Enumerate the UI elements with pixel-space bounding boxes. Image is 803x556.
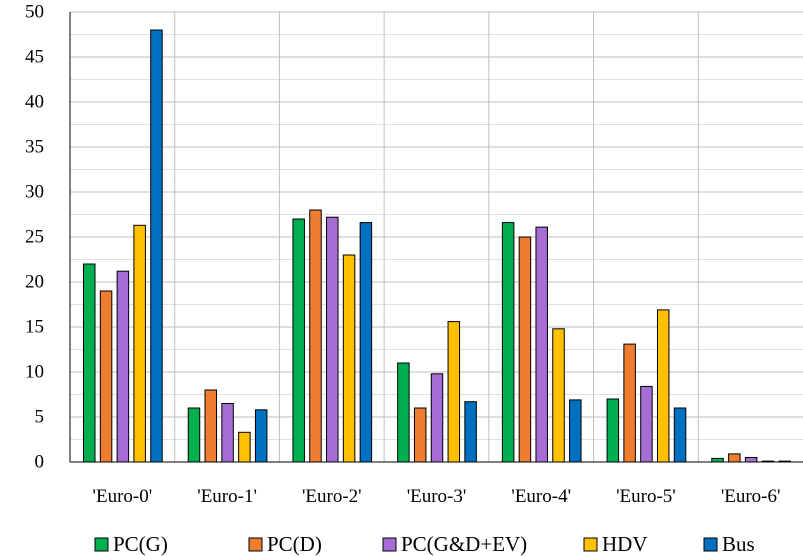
bar-pc-g-d-ev--1	[116, 270, 130, 463]
bar-hdv-2	[238, 431, 251, 463]
y-tick-label: 45	[25, 47, 44, 68]
bar-hdv-5	[552, 328, 565, 463]
x-tick-labels: 'Euro-0' 'Euro-1' 'Euro-2' 'Euro-3' 'Euro-4'…	[93, 486, 781, 507]
bar-pc-g-d-ev--3	[326, 216, 339, 463]
bar-pc-g--6	[606, 398, 620, 463]
x-tick-label: 'Euro-0'	[93, 486, 153, 507]
legend-swatch	[703, 537, 718, 552]
bar-pc-g--5	[501, 222, 515, 463]
legend-label: PC(G)	[113, 532, 168, 556]
y-tick-label: 40	[25, 92, 44, 113]
bar-pc-g-d-ev--5	[535, 226, 548, 463]
bar-hdv-3	[342, 254, 356, 463]
y-tick-label: 0	[35, 452, 45, 473]
bar-bus-5	[569, 399, 582, 463]
bar-pc-g-d-ev--2	[221, 403, 234, 463]
gridlines	[70, 11, 803, 463]
legend-swatch	[94, 537, 109, 552]
x-tick-label: 'Euro-3'	[407, 486, 467, 507]
bar-pc-g-d-ev--6	[640, 385, 653, 463]
bar-pc-g--2	[187, 407, 201, 463]
y-tick-label: 5	[35, 407, 45, 428]
x-tick-label: 'Euro-6'	[721, 486, 781, 507]
legend-swatch	[382, 537, 397, 552]
legend-swatch	[248, 537, 263, 552]
legend-label: HDV	[602, 532, 648, 556]
y-tick-label: 10	[25, 362, 44, 383]
bar-pc-d--7	[728, 453, 741, 463]
y-tick-label: 35	[25, 137, 44, 158]
bar-bus-2	[254, 409, 268, 463]
bar-pc-d--5	[518, 236, 532, 463]
axes	[69, 12, 803, 463]
bar-bus-3	[359, 222, 373, 463]
x-tick-label: 'Euro-1'	[197, 486, 257, 507]
y-tick-label: 15	[25, 317, 44, 338]
bar-hdv-1	[133, 224, 146, 463]
bar-pc-d--6	[623, 343, 636, 463]
bar-pc-d--2	[204, 389, 218, 463]
bar-bus-1	[150, 29, 163, 463]
legend-label: PC(G&D+EV)	[401, 532, 527, 556]
x-tick-label: 'Euro-5'	[616, 486, 676, 507]
legend-swatch	[583, 537, 598, 552]
y-tick-label: 30	[25, 182, 44, 203]
bar-pc-d--3	[309, 209, 322, 463]
y-tick-label: 50	[25, 2, 44, 23]
y-tick-label: 20	[25, 272, 44, 293]
bar-pc-g--3	[292, 218, 305, 463]
bar-pc-g--7	[711, 457, 724, 463]
legend-label: PC(D)	[267, 532, 322, 556]
bar-pc-d--4	[413, 407, 427, 463]
x-tick-label: 'Euro-4'	[511, 486, 571, 507]
y-tick-labels: 0 5 10 15 20 25 30 35 40 45 50	[25, 2, 44, 473]
bar-pc-g--1	[83, 263, 96, 463]
bar-pc-d--1	[99, 290, 113, 463]
bar-pc-g--4	[397, 362, 410, 463]
bar-hdv-4	[447, 321, 461, 463]
legend-label: Bus	[722, 532, 755, 556]
x-tick-label: 'Euro-2'	[302, 486, 362, 507]
y-tick-label: 25	[25, 227, 44, 248]
bars	[83, 29, 791, 463]
bar-pc-g-d-ev--4	[430, 373, 444, 463]
bar-bus-4	[464, 401, 477, 463]
bar-hdv-6	[656, 309, 670, 463]
legend: PC(G) PC(D) PC(G&D+EV) HDV Bus	[94, 532, 755, 556]
bar-pc-g-d-ev--7	[744, 457, 758, 463]
bar-bus-6	[673, 407, 687, 463]
